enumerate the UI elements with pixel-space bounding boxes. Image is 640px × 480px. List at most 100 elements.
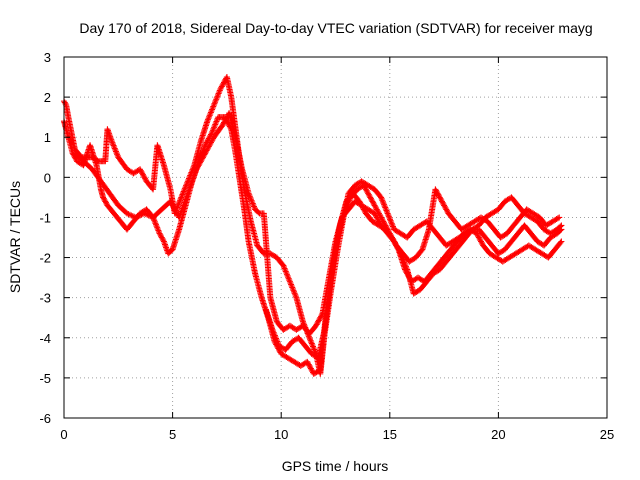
data-point-track-d [436, 193, 443, 200]
data-point-track-c [318, 313, 325, 320]
data-point-track-c [137, 212, 144, 219]
data-point-track-b [100, 194, 107, 201]
data-point-track-d [375, 209, 382, 216]
data-point-track-b [477, 237, 484, 244]
data-point-track-d [390, 237, 397, 244]
data-point-track-c [123, 210, 130, 217]
data-point-track-d [435, 191, 442, 198]
data-point-track-c [168, 199, 175, 206]
data-point-track-a [219, 82, 226, 89]
data-point-track-d [378, 215, 385, 222]
data-point-track-c [208, 138, 215, 145]
data-point-track-d [362, 185, 369, 192]
data-point-track-c [129, 213, 136, 220]
data-point-track-d [360, 182, 367, 189]
data-point-track-d [387, 231, 394, 238]
data-point-track-d [376, 211, 383, 218]
data-point-track-d [367, 194, 374, 201]
data-point-track-a [138, 168, 145, 175]
data-point-track-c [204, 146, 211, 153]
data-point-track-c [200, 152, 207, 159]
data-point-track-d [365, 190, 372, 197]
data-point-track-c [207, 140, 214, 147]
data-point-track-c [199, 155, 206, 162]
data-point-track-c [201, 151, 208, 158]
data-point-track-d [433, 189, 440, 196]
y-tick-label: 3 [44, 50, 51, 65]
data-point-track-b [304, 360, 311, 367]
data-point-track-d [554, 215, 561, 222]
data-point-track-d [371, 202, 378, 209]
data-point-track-d [437, 195, 444, 202]
x-axis-label: GPS time / hours [282, 458, 389, 474]
data-point-track-c [221, 118, 228, 125]
y-tick-label: -4 [39, 331, 51, 346]
data-point-track-a [137, 166, 144, 173]
y-axis-label: SDTVAR / TECUs [7, 181, 23, 293]
data-point-track-a [139, 170, 146, 177]
data-point-track-d [384, 226, 391, 233]
data-point-track-d [373, 206, 380, 213]
data-points [61, 74, 565, 377]
y-tick-label: -1 [39, 210, 51, 225]
data-point-track-b [158, 233, 165, 240]
data-point-track-c [200, 154, 207, 161]
data-point-track-c [168, 201, 175, 208]
data-point-track-d [366, 193, 373, 200]
data-point-track-b [306, 362, 313, 369]
data-point-track-d [370, 201, 377, 208]
data-point-track-b [101, 197, 108, 204]
data-point-track-c [142, 211, 149, 218]
data-point-track-d [368, 197, 375, 204]
data-point-track-c [314, 320, 321, 327]
y-tick-label: -2 [39, 251, 51, 266]
data-point-track-a [140, 172, 147, 179]
y-tick-label: -3 [39, 291, 51, 306]
data-point-track-c [171, 206, 178, 213]
data-point-track-b [478, 238, 485, 245]
data-point-track-d [363, 187, 370, 194]
data-point-track-c [205, 143, 212, 150]
data-point-track-c [197, 159, 204, 166]
x-tick-label: 15 [383, 427, 397, 442]
data-point-track-d [439, 199, 446, 206]
data-point-track-c [207, 139, 214, 146]
data-point-track-d [383, 223, 390, 230]
y-tick-label: -6 [39, 411, 51, 426]
data-point-track-b [474, 231, 481, 238]
data-point-track-d [389, 235, 396, 242]
data-point-track-c [316, 316, 323, 323]
data-point-track-c [220, 120, 227, 127]
data-point-track-b [159, 235, 166, 242]
data-point-track-c [126, 211, 133, 218]
data-point-track-d [441, 202, 448, 209]
data-point-track-a [142, 175, 149, 182]
data-point-track-d [556, 214, 563, 221]
data-point-track-b [102, 198, 109, 205]
y-tick-label: 2 [44, 90, 51, 105]
y-tick-label: -5 [39, 371, 51, 386]
data-point-track-c [558, 226, 565, 233]
data-point-track-c [221, 119, 228, 126]
data-point-track-b [305, 361, 312, 368]
data-point-track-c [315, 317, 322, 324]
data-point-track-c [194, 163, 201, 170]
data-point-track-d [388, 233, 395, 240]
data-point-track-c [132, 214, 139, 221]
chart-title: Day 170 of 2018, Sidereal Day-to-day VTE… [79, 20, 592, 36]
data-point-track-c [144, 211, 151, 218]
data-point-track-d [379, 217, 386, 224]
data-point-track-d [386, 230, 393, 237]
data-point-track-d [367, 195, 374, 202]
data-point-track-d [378, 214, 385, 221]
data-point-track-b [102, 199, 109, 206]
data-point-track-d [443, 206, 450, 213]
data-point-track-c [317, 314, 324, 321]
data-point-track-d [382, 222, 389, 229]
data-point-track-b [304, 358, 311, 365]
x-tick-label: 0 [60, 427, 67, 442]
data-point-track-d [383, 225, 390, 232]
data-point-track-d [386, 229, 393, 236]
data-point-track-d [418, 247, 425, 254]
data-point-track-a [218, 84, 225, 91]
